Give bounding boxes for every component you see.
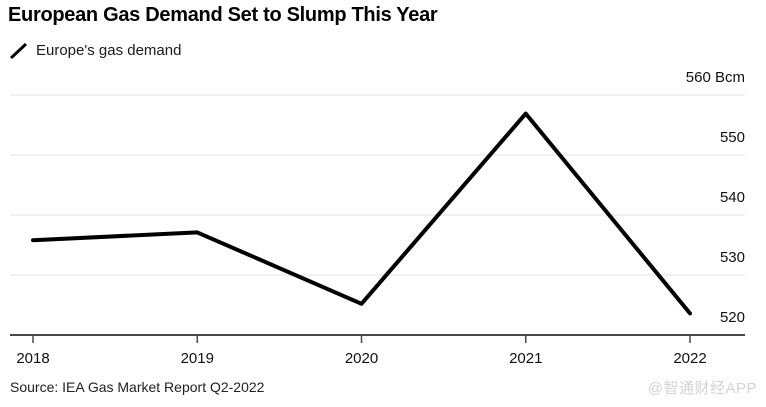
demand-line-series <box>31 111 692 316</box>
x-tick-label: 2022 <box>673 350 707 367</box>
x-tick-label: 2018 <box>16 350 50 367</box>
legend-label: Europe's gas demand <box>36 42 182 59</box>
chart-title: European Gas Demand Set to Slump This Ye… <box>8 4 438 26</box>
y-tick-label: 550 <box>719 129 745 146</box>
y-tick-label: 520 <box>719 309 745 326</box>
x-tick-label: 2020 <box>344 350 379 367</box>
line-series-icon <box>10 42 27 59</box>
y-tick-label: 530 <box>719 249 745 266</box>
legend: Europe's gas demand <box>10 42 181 59</box>
watermark: @智通财经APP <box>647 380 757 397</box>
y-tick-label: 540 <box>719 189 745 206</box>
y-tick-label: 560 Bcm <box>685 69 745 86</box>
x-tick-label: 2021 <box>509 350 543 367</box>
x-tick-label: 2019 <box>180 350 214 367</box>
source-note: Source: IEA Gas Market Report Q2-2022 <box>10 379 265 395</box>
